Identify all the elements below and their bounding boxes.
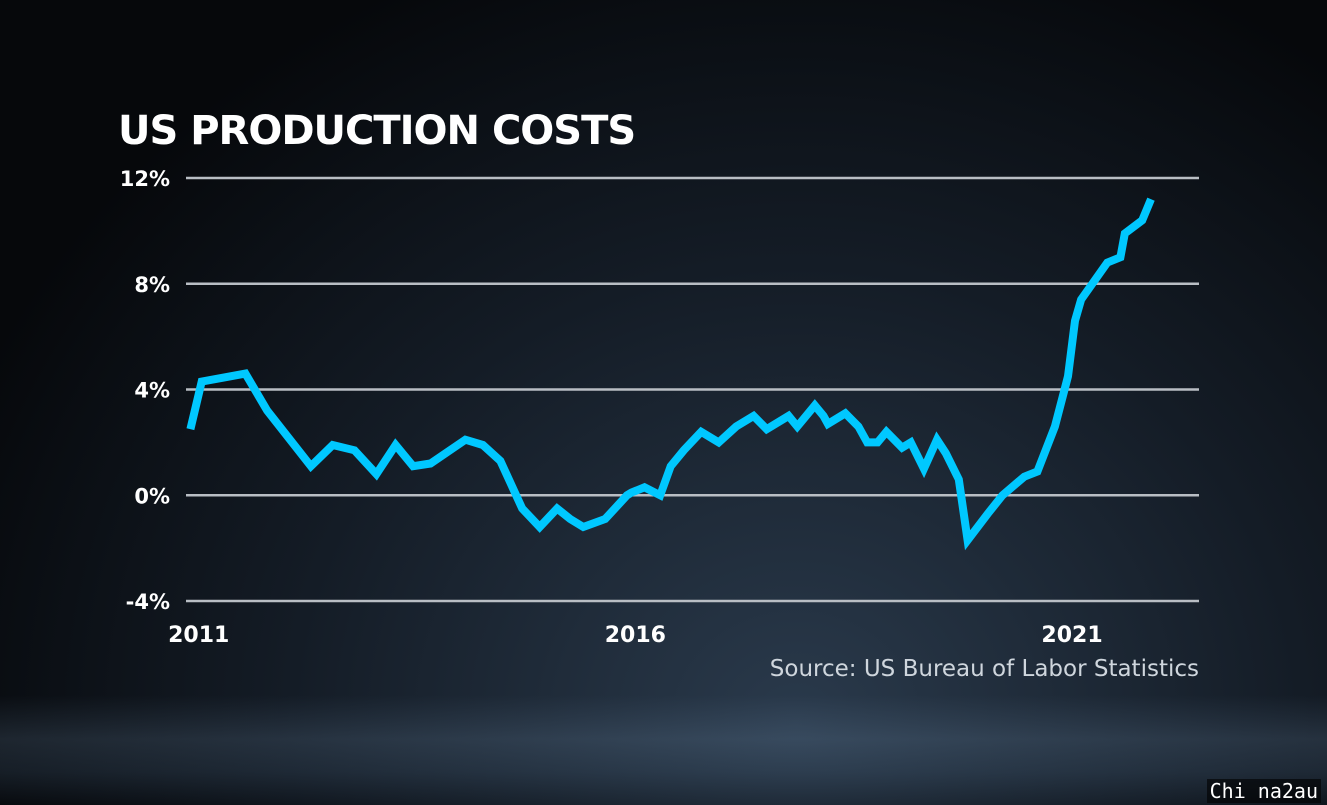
series-line-0 [186, 197, 1155, 551]
background-haze [0, 695, 1327, 805]
source-note: Source: US Bureau of Labor Statistics [769, 656, 1199, 682]
x-tick-label: 2021 [1041, 623, 1102, 648]
gridlines [186, 176, 1199, 603]
y-tick-label: -4% [126, 590, 170, 614]
x-tick-label: 2016 [605, 623, 666, 648]
y-tick-label: 8% [134, 273, 170, 297]
y-tick-label: 0% [134, 484, 170, 508]
watermark: Chi na2au [1206, 779, 1321, 803]
x-tick-label: 2011 [168, 623, 229, 648]
x-axis-ticks: 2011 2016 2021 [168, 623, 1103, 648]
chart-title: US PRODUCTION COSTS [118, 108, 636, 154]
y-tick-label: 4% [134, 379, 170, 403]
y-axis-ticks: 12% 8% 4% 0% -4% [120, 167, 170, 614]
y-tick-label: 12% [120, 167, 170, 191]
series-lines [186, 197, 1155, 551]
